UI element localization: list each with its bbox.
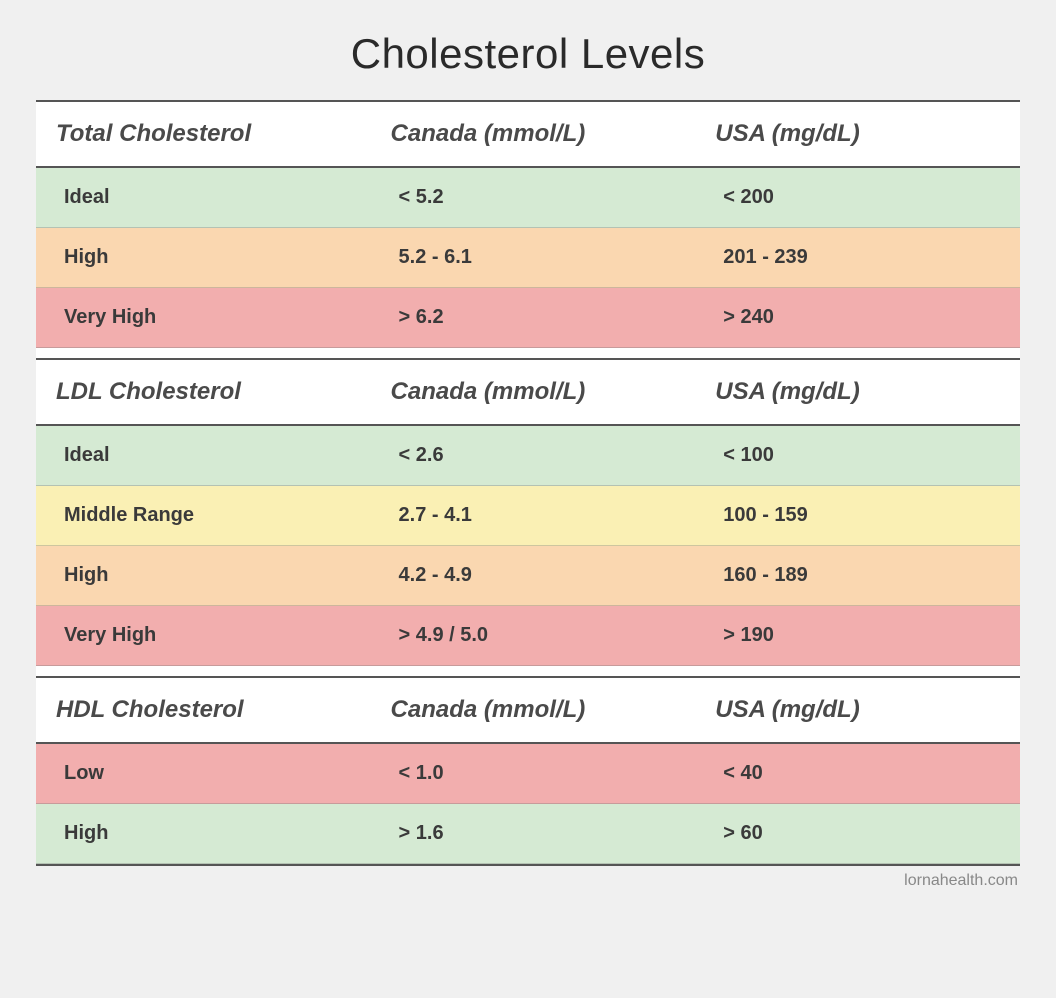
- table-row: Middle Range2.7 - 4.1100 - 159: [36, 486, 1020, 546]
- section-header: HDL CholesterolCanada (mmol/L)USA (mg/dL…: [36, 676, 1020, 744]
- table-row: High> 1.6> 60: [36, 804, 1020, 864]
- row-value-canada: < 2.6: [371, 426, 696, 485]
- section-header: LDL CholesterolCanada (mmol/L)USA (mg/dL…: [36, 358, 1020, 426]
- row-label: Very High: [36, 606, 371, 665]
- column-header-usa: USA (mg/dL): [695, 102, 1020, 166]
- row-value-canada: < 1.0: [371, 744, 696, 803]
- row-value-usa: > 60: [695, 804, 1020, 863]
- table-row: Ideal< 5.2< 200: [36, 168, 1020, 228]
- row-label: Ideal: [36, 426, 371, 485]
- column-header-canada: Canada (mmol/L): [371, 678, 696, 742]
- row-label: Low: [36, 744, 371, 803]
- row-value-usa: < 100: [695, 426, 1020, 485]
- table-row: High4.2 - 4.9160 - 189: [36, 546, 1020, 606]
- row-value-canada: 5.2 - 6.1: [371, 228, 696, 287]
- row-label: High: [36, 546, 371, 605]
- section-name: LDL Cholesterol: [36, 360, 371, 424]
- column-header-canada: Canada (mmol/L): [371, 360, 696, 424]
- row-label: Middle Range: [36, 486, 371, 545]
- table-row: Very High> 6.2> 240: [36, 288, 1020, 348]
- row-value-canada: > 4.9 / 5.0: [371, 606, 696, 665]
- row-value-canada: 4.2 - 4.9: [371, 546, 696, 605]
- table-row: Very High> 4.9 / 5.0> 190: [36, 606, 1020, 666]
- column-header-canada: Canada (mmol/L): [371, 102, 696, 166]
- row-value-usa: < 40: [695, 744, 1020, 803]
- section-name: Total Cholesterol: [36, 102, 371, 166]
- page-title: Cholesterol Levels: [36, 30, 1020, 78]
- row-value-canada: > 6.2: [371, 288, 696, 347]
- row-label: Very High: [36, 288, 371, 347]
- row-value-usa: 201 - 239: [695, 228, 1020, 287]
- row-value-usa: 100 - 159: [695, 486, 1020, 545]
- section-header: Total CholesterolCanada (mmol/L)USA (mg/…: [36, 100, 1020, 168]
- section-spacer: [36, 348, 1020, 358]
- row-value-usa: > 240: [695, 288, 1020, 347]
- row-label: High: [36, 228, 371, 287]
- row-value-usa: 160 - 189: [695, 546, 1020, 605]
- row-value-usa: < 200: [695, 168, 1020, 227]
- row-value-canada: < 5.2: [371, 168, 696, 227]
- row-label: High: [36, 804, 371, 863]
- row-value-canada: 2.7 - 4.1: [371, 486, 696, 545]
- column-header-usa: USA (mg/dL): [695, 360, 1020, 424]
- row-label: Ideal: [36, 168, 371, 227]
- column-header-usa: USA (mg/dL): [695, 678, 1020, 742]
- section-name: HDL Cholesterol: [36, 678, 371, 742]
- cholesterol-table: Total CholesterolCanada (mmol/L)USA (mg/…: [36, 100, 1020, 866]
- table-row: Low< 1.0< 40: [36, 744, 1020, 804]
- table-row: High5.2 - 6.1201 - 239: [36, 228, 1020, 288]
- row-value-canada: > 1.6: [371, 804, 696, 863]
- section-spacer: [36, 666, 1020, 676]
- row-value-usa: > 190: [695, 606, 1020, 665]
- table-row: Ideal< 2.6< 100: [36, 426, 1020, 486]
- attribution-text: lornahealth.com: [36, 866, 1020, 890]
